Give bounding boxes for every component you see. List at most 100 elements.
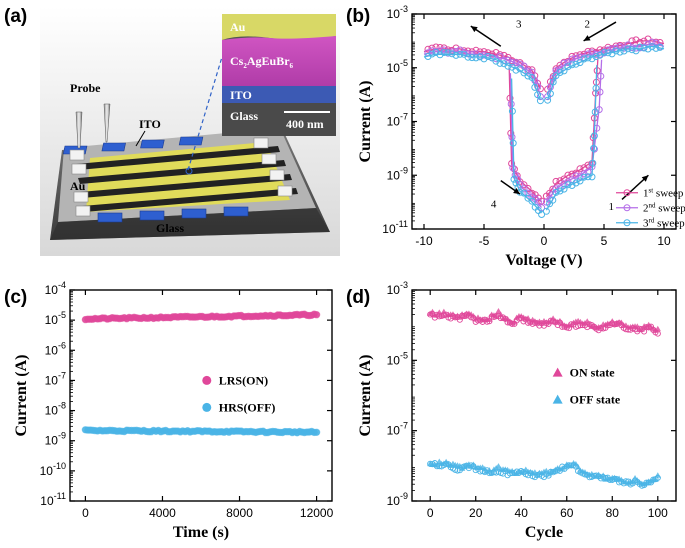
data-point [509, 139, 517, 147]
data-point [432, 49, 440, 56]
data-point [424, 53, 432, 60]
data-point [496, 59, 504, 67]
data-point [632, 44, 640, 52]
data-point [480, 51, 488, 59]
inset-perovskite-label: Cs2AgEuBr6 [230, 54, 294, 70]
contact-pad [253, 137, 269, 149]
data-point [572, 169, 580, 177]
x-tick-label: 5 [601, 234, 608, 248]
y-tick-label: 10-7 [45, 370, 66, 387]
x-tick-label: 4000 [149, 506, 176, 520]
data-point [472, 46, 480, 54]
data-point [496, 52, 504, 60]
data-point [632, 47, 640, 55]
ito-pad [139, 210, 165, 221]
data-point [444, 49, 452, 57]
sweep-arrow-head [513, 187, 520, 195]
data-point [480, 55, 488, 63]
data-point [652, 44, 660, 52]
data-point [648, 38, 656, 46]
data-point-triangle [429, 308, 436, 315]
data-point [516, 60, 524, 68]
series-line [423, 53, 542, 101]
data-point [472, 54, 480, 62]
data-point [520, 189, 528, 197]
data-point [456, 50, 464, 58]
data-point-triangle [638, 326, 646, 332]
data-point [488, 54, 496, 62]
data-point [584, 54, 592, 62]
legend-label: 3rd sweep [643, 217, 685, 230]
data-point [549, 196, 557, 204]
data-point [580, 173, 588, 181]
sweep-number: 2 [584, 18, 590, 30]
data-point [509, 164, 517, 172]
data-point [572, 60, 580, 68]
data-point-triangle [486, 316, 493, 322]
x-tick-label: 0 [427, 506, 434, 520]
contact-pad [69, 149, 85, 161]
data-point [628, 46, 636, 54]
x-tick-label: 100 [648, 506, 668, 520]
data-point [568, 52, 576, 60]
inset-ito-label: ITO [230, 88, 252, 102]
data-point [546, 90, 554, 98]
au-line [78, 160, 286, 184]
y-tick-label: 10-3 [387, 280, 408, 297]
data-point-triangle [495, 308, 502, 314]
data-point [448, 50, 456, 58]
legend-label: LRS(ON) [219, 373, 268, 387]
data-point [576, 177, 584, 185]
scale-bar-label: 400 nm [286, 117, 324, 131]
data-point [312, 311, 321, 319]
sem-inset: Au Cs2AgEuBr6 ITO Glass 400 nm [222, 14, 336, 136]
data-point [589, 159, 597, 167]
contact-pad [71, 163, 87, 175]
inset-au-label: Au [230, 20, 246, 34]
data-point [512, 179, 520, 187]
data-point [592, 84, 600, 92]
data-point [636, 43, 644, 51]
data-point [644, 45, 652, 53]
data-point [612, 47, 620, 55]
data-point [556, 69, 564, 76]
probe-label: Probe [70, 81, 101, 95]
legend-marker [623, 189, 631, 197]
data-point-triangle [654, 472, 661, 478]
data-point [588, 173, 596, 181]
legend-label: 1st sweep [643, 187, 684, 200]
data-point [534, 91, 542, 99]
data-point [576, 59, 584, 67]
endurance-chart: 0 20 40 60 80 100 10-9 10-7 10-5 10-3 Cycle Current… [357, 280, 677, 541]
data-point-triangle [572, 460, 580, 467]
data-point [564, 59, 572, 67]
y-tick-label: 10-7 [387, 112, 408, 129]
data-point [591, 108, 599, 116]
y-axis-title: Current (A) [357, 81, 374, 163]
data-point [572, 172, 580, 180]
x-tick-label: 0 [541, 234, 548, 248]
data-point [528, 68, 536, 76]
series-line [545, 59, 603, 203]
data-point [428, 47, 436, 55]
data-point-triangle [634, 323, 641, 329]
data-point-triangle [495, 463, 502, 469]
contact-pad [269, 169, 285, 181]
data-point [552, 188, 560, 196]
zoom-marker [185, 167, 193, 175]
ito-pad [101, 142, 126, 152]
series-line [510, 78, 543, 214]
sweep-number: 4 [491, 199, 497, 211]
legend-marker [623, 204, 631, 212]
legend-label: OFF state [570, 393, 621, 407]
data-point [560, 180, 568, 188]
contact-pad [277, 185, 293, 197]
data-point [512, 59, 520, 67]
data-point [560, 185, 568, 193]
data-point [560, 59, 568, 67]
data-point [436, 51, 444, 59]
x-axis-title: Time (s) [173, 524, 229, 541]
data-point [544, 96, 552, 104]
contact-pads [69, 137, 293, 217]
data-point [531, 203, 539, 211]
